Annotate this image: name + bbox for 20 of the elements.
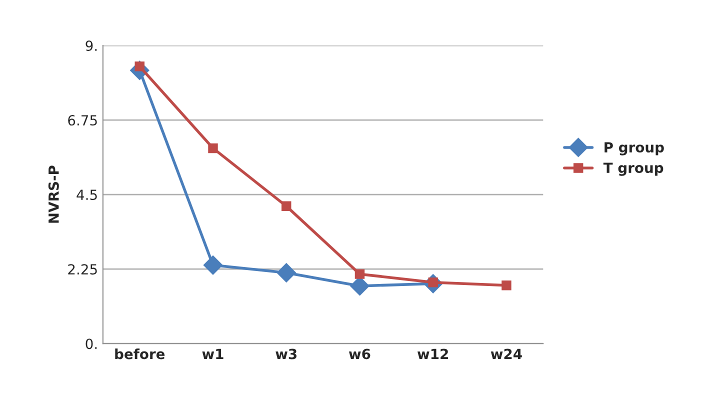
y-axis-title: NVRS-P bbox=[48, 166, 59, 223]
legend-label: T group bbox=[603, 162, 664, 176]
x-tick-label: w3 bbox=[276, 348, 297, 360]
point bbox=[203, 256, 223, 275]
x-tick-label: before bbox=[115, 348, 165, 360]
y-tick-label: 6.75 bbox=[68, 115, 97, 126]
x-tick-label: w12 bbox=[418, 348, 448, 360]
y-tick-label: 2.25 bbox=[68, 264, 97, 275]
legend-label: P group bbox=[604, 142, 664, 156]
point bbox=[502, 280, 512, 290]
y-tick-label: 4.5 bbox=[76, 190, 97, 200]
x-tick-label: w24 bbox=[490, 348, 522, 360]
x-tick-label: w1 bbox=[202, 348, 224, 360]
point bbox=[354, 269, 365, 279]
point bbox=[282, 201, 292, 212]
point bbox=[276, 263, 296, 282]
x-tick-label: w6 bbox=[348, 348, 370, 360]
y-tick-label: 9. bbox=[86, 40, 97, 52]
point bbox=[208, 143, 218, 154]
y-tick-label: 0. bbox=[86, 338, 97, 350]
